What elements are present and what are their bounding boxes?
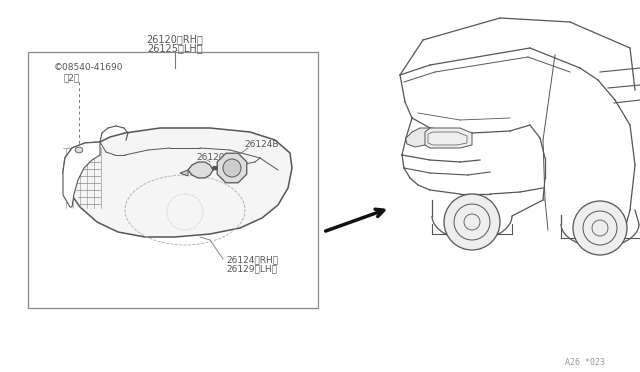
PathPatch shape (188, 162, 213, 178)
Polygon shape (63, 142, 100, 207)
Text: ©08540-41690: ©08540-41690 (54, 63, 124, 72)
Text: 26124B: 26124B (244, 140, 278, 149)
Polygon shape (217, 153, 247, 183)
Polygon shape (425, 128, 472, 148)
Text: A26 *023: A26 *023 (565, 358, 605, 367)
PathPatch shape (63, 128, 292, 237)
Text: 26129（LH）: 26129（LH） (226, 264, 277, 273)
Text: 26120（RH）: 26120（RH） (147, 34, 204, 44)
Polygon shape (406, 128, 430, 147)
Text: 26120A: 26120A (196, 153, 230, 162)
Text: 26125（LH）: 26125（LH） (147, 43, 203, 53)
Polygon shape (180, 170, 188, 176)
Text: 26124（RH）: 26124（RH） (226, 255, 278, 264)
Circle shape (444, 194, 500, 250)
Circle shape (573, 201, 627, 255)
Polygon shape (75, 147, 83, 153)
Text: （2）: （2） (64, 73, 81, 82)
Bar (28, 52, 318, 308)
Circle shape (223, 159, 241, 177)
